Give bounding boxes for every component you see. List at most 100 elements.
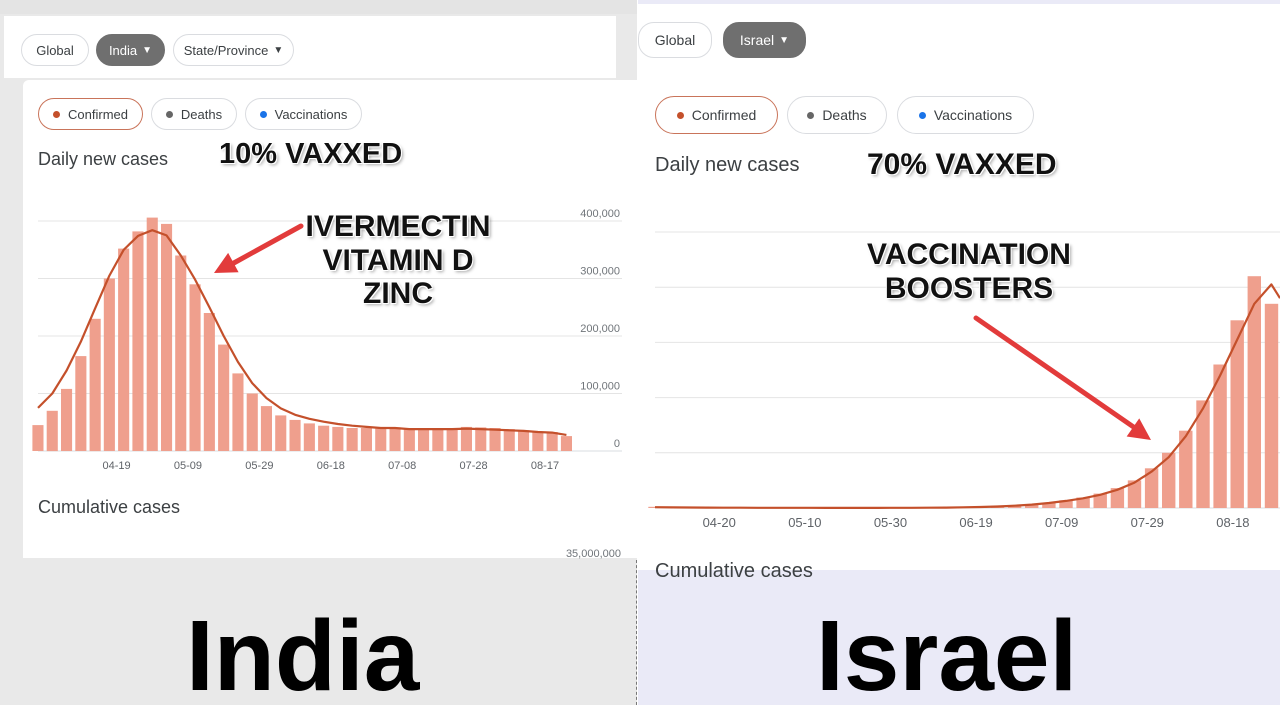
confirmed-dot-icon xyxy=(53,110,61,118)
india-label: India xyxy=(186,600,420,705)
india-treatment-annotation: IVERMECTIN VITAMIN D ZINC xyxy=(305,210,491,311)
bar xyxy=(1042,502,1056,508)
tab-deaths[interactable]: Deaths xyxy=(787,96,887,134)
bar xyxy=(275,415,287,451)
cumulative-cases-title: Cumulative cases xyxy=(655,560,813,582)
country-select-israel[interactable]: Israel ▼ xyxy=(723,22,806,58)
bar xyxy=(260,406,272,451)
y-tick-label: 100,000 xyxy=(580,381,620,393)
tab-vaccinations-label: Vaccinations xyxy=(274,106,348,122)
bar xyxy=(189,284,201,452)
global-chip[interactable]: Global xyxy=(21,34,89,66)
bar xyxy=(132,231,144,451)
caret-down-icon: ▼ xyxy=(142,44,153,56)
bar xyxy=(389,427,401,451)
israel-label: Israel xyxy=(816,600,1078,705)
trend-line xyxy=(37,229,567,436)
bar xyxy=(1059,500,1073,508)
cumulative-y-tick: 35,000,000 xyxy=(565,548,621,560)
israel-booster-annotation: VACCINATION BOOSTERS xyxy=(866,238,1072,305)
x-tick-label: 06-19 xyxy=(959,515,992,530)
bar xyxy=(118,248,130,451)
y-tick-label: 200,000 xyxy=(580,323,620,335)
bar xyxy=(475,427,487,451)
tab-vaccinations-label: Vaccinations xyxy=(933,107,1013,123)
bar xyxy=(289,419,301,451)
state-province-select[interactable]: State/Province ▼ xyxy=(173,34,294,66)
panel-divider xyxy=(636,560,637,705)
bar xyxy=(332,426,344,451)
tab-deaths[interactable]: Deaths xyxy=(151,98,237,130)
bar xyxy=(1093,493,1107,508)
country-select-india[interactable]: India ▼ xyxy=(96,34,165,66)
tab-confirmed[interactable]: Confirmed xyxy=(655,96,778,134)
bar xyxy=(32,425,44,451)
bar xyxy=(203,313,215,451)
bar xyxy=(375,428,387,451)
bar xyxy=(303,423,315,451)
state-select-label: State/Province xyxy=(183,42,269,58)
bar xyxy=(489,428,501,451)
india-daily-cases-chart: 0 100,000 200,000 300,000 400,000 04-19 05-09 0… xyxy=(32,208,622,472)
bar xyxy=(532,431,544,451)
global-chip[interactable]: Global xyxy=(638,22,712,58)
annotation-line-ivermectin: IVERMECTIN xyxy=(305,210,491,243)
bar xyxy=(246,393,258,451)
bar xyxy=(1076,497,1090,508)
israel-panel: Global Israel ▼ Confirmed Deaths Vaccinat… xyxy=(638,0,1280,705)
x-tick-label: 05-09 xyxy=(174,460,202,472)
bar xyxy=(161,223,173,451)
bar xyxy=(432,428,444,451)
x-tick-label: 05-30 xyxy=(874,515,907,530)
vaccinations-dot-icon xyxy=(259,110,267,118)
annotation-line-vitamin-d: VITAMIN D xyxy=(322,243,474,277)
x-tick-label: 07-29 xyxy=(1131,515,1164,530)
bar xyxy=(175,255,187,451)
country-select-label: Israel xyxy=(739,32,775,48)
top-strip xyxy=(0,0,637,14)
bar xyxy=(46,410,58,452)
bar xyxy=(1247,276,1261,508)
india-panel: Global India ▼ State/Province ▼ Confirmed … xyxy=(0,0,637,705)
x-tick-label: 07-09 xyxy=(1045,515,1078,530)
bar xyxy=(1213,364,1227,508)
caret-down-icon: ▼ xyxy=(273,44,284,56)
bar xyxy=(346,428,358,451)
bar xyxy=(518,430,530,451)
bar xyxy=(89,318,101,452)
deaths-dot-icon xyxy=(165,110,173,118)
tab-vaccinations[interactable]: Vaccinations xyxy=(245,98,362,130)
x-tick-label: 07-08 xyxy=(388,460,416,472)
caret-down-icon: ▼ xyxy=(779,34,790,46)
x-tick-label: 08-17 xyxy=(531,460,559,472)
tab-confirmed[interactable]: Confirmed xyxy=(38,98,143,130)
bar xyxy=(1127,480,1142,508)
bar xyxy=(1196,400,1210,508)
bar xyxy=(218,344,230,451)
annotation-line-boosters: BOOSTERS xyxy=(884,271,1054,305)
annotation-line-zinc: ZINC xyxy=(363,277,433,311)
y-tick-label: 400,000 xyxy=(580,208,620,220)
bar xyxy=(75,356,87,451)
bar xyxy=(146,217,158,451)
trend-line xyxy=(654,283,1280,509)
x-tick-label: 04-20 xyxy=(703,515,736,530)
bar xyxy=(403,429,415,451)
tab-confirmed-label: Confirmed xyxy=(68,106,128,122)
y-tick-label: 300,000 xyxy=(580,266,620,278)
annotation-arrowhead xyxy=(214,252,239,273)
bar xyxy=(1179,430,1193,508)
x-tick-label: 06-18 xyxy=(317,460,345,472)
bar xyxy=(232,373,244,451)
cumulative-cases-title: Cumulative cases xyxy=(38,497,181,517)
bar xyxy=(446,428,458,451)
bar xyxy=(503,429,515,451)
x-tick-label: 07-28 xyxy=(460,460,488,472)
bar xyxy=(1162,452,1176,508)
bar xyxy=(61,388,73,451)
tab-vaccinations[interactable]: Vaccinations xyxy=(897,96,1034,134)
bar xyxy=(546,432,558,451)
bar xyxy=(1230,320,1244,508)
tab-confirmed-label: Confirmed xyxy=(691,107,757,123)
annotation-line-vaccination: VACCINATION xyxy=(867,238,1071,271)
